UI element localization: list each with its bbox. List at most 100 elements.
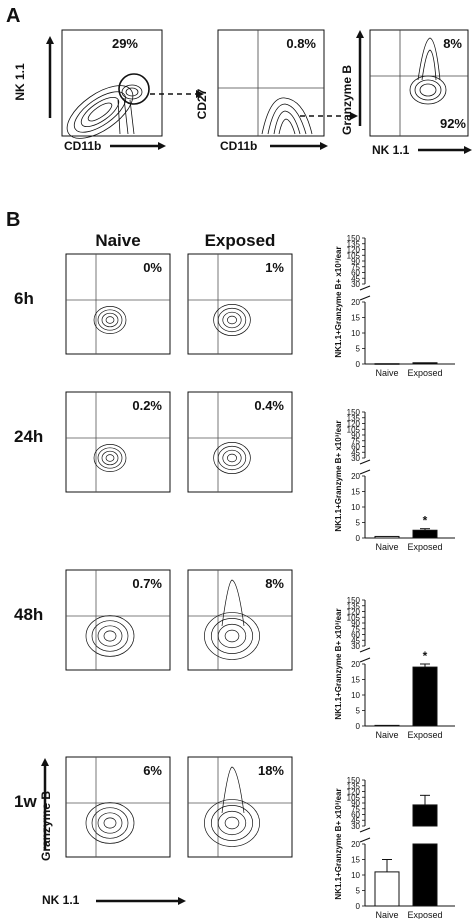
contour-ring [91,807,129,839]
plot-frame [65,253,171,355]
timepoint-label: 24h [14,427,43,446]
plot-frame [369,29,469,137]
y-tick-label: 10 [351,691,360,700]
percent-label: 0.7% [132,576,162,591]
axis-break-mark [359,827,371,833]
y-tick-label: 30 [351,822,360,831]
timepoint-row: 1w 6% 18% [14,756,293,858]
x-tick-label: Exposed [407,730,442,740]
y-tick-label: 60 [351,443,360,452]
y-tick-label: 20 [351,472,360,481]
y-tick-label: 45 [351,816,360,825]
contour-ring [204,612,260,660]
y-tick-label: 120 [347,608,361,617]
y-tick-label: 10 [351,503,360,512]
x-tick-label: Naive [375,910,398,919]
y-tick-label: 120 [347,246,361,255]
y-tick-label: 120 [347,788,361,797]
gate-circle [118,73,150,105]
percent-label: 0.2% [132,398,162,413]
y-tick-label: 150 [347,234,361,243]
plot-frame [65,391,171,493]
significance-marker: * [423,514,428,528]
y-tick-label: 0 [356,902,361,911]
contour-ring [97,309,123,331]
plot-frame [187,391,293,493]
y-tick-label: 150 [347,408,361,417]
contour-cluster [66,84,143,139]
x-axis-label: CD11b [64,139,101,153]
contour-ring [222,311,242,329]
bar [412,362,438,365]
contour-ring [227,315,237,325]
contour-ring [224,816,240,830]
exposed-plot: 8% [187,569,293,671]
contour-ring [85,615,135,657]
y-tick-label: 150 [347,596,361,605]
exposed-plot: 1% [187,253,293,355]
exposed-plot: 18% [187,756,293,858]
contour-ring [85,802,135,844]
y-tick-label: 0 [356,534,361,543]
contour-ring [213,304,251,336]
y-tick-label: 90 [351,619,360,628]
y-tick-label: 75 [351,805,360,814]
y-tick-label: 45 [351,448,360,457]
contour-ring [224,629,240,643]
naive-plot: 6% [65,756,171,858]
y-tick-label: 15 [351,676,360,685]
plot-frame [65,756,171,858]
y-tick-label: 60 [351,631,360,640]
contour-cluster [409,37,447,105]
contour-ring [103,630,117,642]
contour-ring [97,447,123,469]
axis-break-mark [359,285,371,291]
bar [374,535,400,539]
percent-bottom-label: 92% [440,116,466,131]
percent-top-label: 8% [443,36,462,51]
y-axis-label: Granzyme B [340,65,354,135]
percent-label: 1% [265,260,284,275]
y-tick-label: 135 [347,602,361,611]
y-tick-label: 15 [351,314,360,323]
y-tick-label: 45 [351,636,360,645]
contour-ring [217,623,247,649]
timepoint-label: 1w [14,792,37,811]
bar [374,871,400,907]
percent-label: 6% [143,763,162,778]
bar [374,724,400,727]
y-tick-label: 5 [356,887,361,896]
contour-ring [101,312,119,328]
timepoint-row: 48h 0.7% 8% [14,569,293,671]
significance-marker: * [423,649,428,663]
axis-break-mark [359,657,371,663]
y-tick-label: 10 [351,871,360,880]
exposed-plot: 0.4% [187,391,293,493]
y-tick-label: 75 [351,437,360,446]
x-tick-label: Naive [375,730,398,740]
axis-break-mark [359,459,371,465]
y-axis-label: CD27 [195,88,209,119]
contour-ring [105,316,115,324]
contour-ring [103,817,117,829]
contour-ring [217,445,247,471]
y-tick-label: 30 [351,642,360,651]
timepoint-label: 6h [14,289,34,308]
contour-ring [105,454,115,462]
contour-ring [210,805,254,841]
percent-label: 0.4% [254,398,284,413]
y-axis-label: NK1.1+Granzyme B+ x10³/ear [334,246,343,357]
timepoint-label: 48h [14,605,43,624]
x-axis-label: CD11b [220,139,257,153]
bar [412,666,438,727]
y-tick-label: 90 [351,257,360,266]
naive-plot: 0% [65,253,171,355]
col-header-exposed: Exposed [205,231,276,250]
percent-label: 8% [265,576,284,591]
bar [412,843,438,907]
axis-break-mark [359,647,371,653]
